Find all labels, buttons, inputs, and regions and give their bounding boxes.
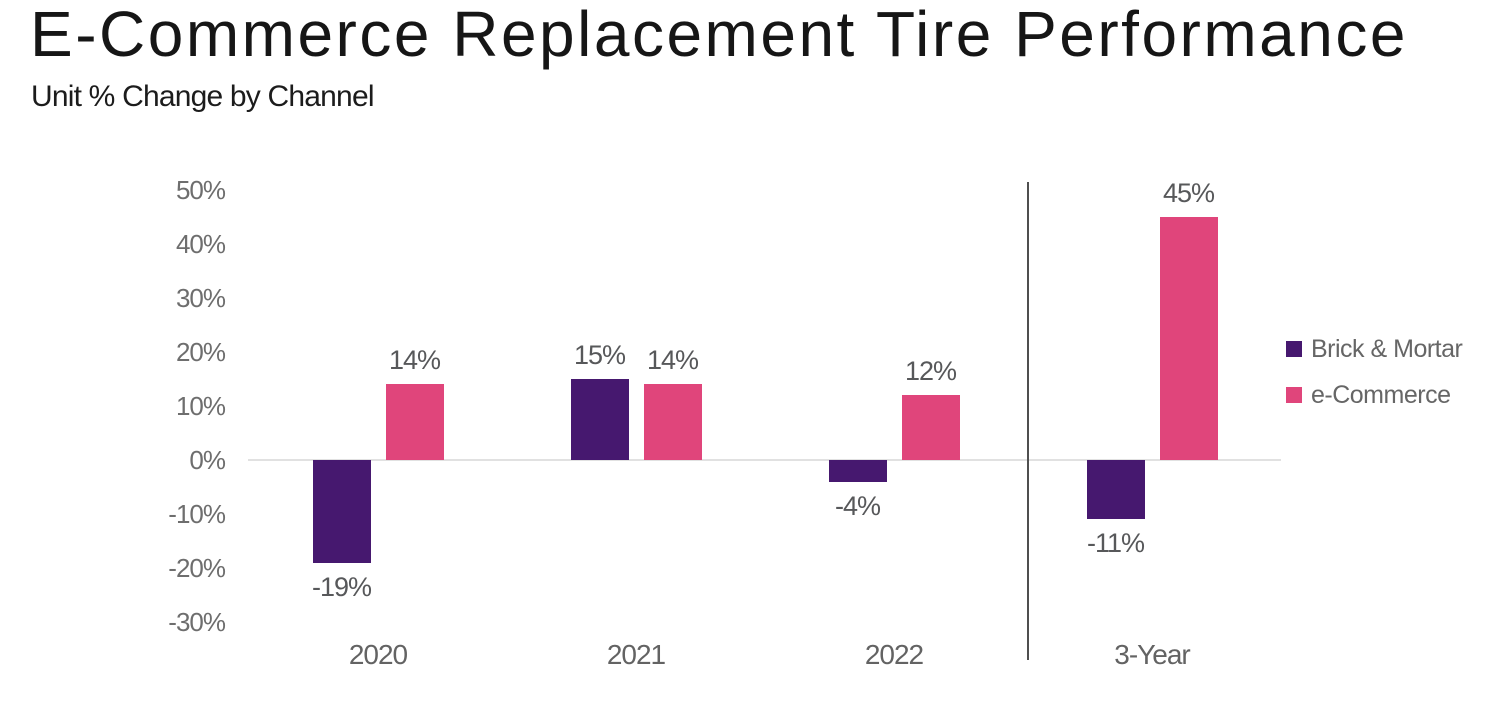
legend-item: e-Commerce [1286, 381, 1451, 409]
y-axis-tick-label: 20% [175, 337, 226, 367]
x-axis-label-2021: 2021 [606, 639, 666, 670]
y-axis-tick-label: -30% [168, 607, 226, 637]
chart-title: E-Commerce Replacement Tire Performance [30, 0, 1408, 70]
y-axis-tick-label: 30% [175, 283, 226, 313]
bar-brick-mortar-2022 [828, 460, 887, 482]
chart-subtitle: Unit % Change by Channel [31, 80, 375, 113]
x-axis-label-2020: 2020 [348, 639, 408, 670]
bar-brick-mortar-3-Year [1086, 460, 1145, 520]
bar-value-label: 12% [904, 356, 957, 387]
legend-item-label: Brick & Mortar [1311, 335, 1463, 363]
bar-brick-mortar-2020 [312, 460, 371, 563]
y-axis-tick-label: -10% [168, 499, 226, 529]
y-axis-tick-label: 0% [189, 445, 226, 475]
period-divider-line [1027, 182, 1029, 660]
y-axis-tick-label: -20% [168, 553, 226, 583]
y-axis-tick-label: 10% [175, 391, 226, 421]
bar-value-label: 14% [646, 345, 699, 376]
zero-gridline [248, 459, 1281, 461]
legend-swatch [1286, 341, 1302, 357]
bar-value-label: -19% [311, 571, 372, 602]
bar-value-label: -4% [834, 490, 881, 521]
bar-value-label: 45% [1162, 178, 1215, 208]
bar-brick-mortar-2021 [570, 379, 629, 460]
bar-ecommerce-2020 [385, 384, 444, 460]
legend-item: Brick & Mortar [1286, 335, 1463, 363]
legend-item-label: e-Commerce [1311, 381, 1451, 409]
bar-ecommerce-2021 [643, 384, 702, 460]
x-axis-label-3-Year: 3-Year [1114, 639, 1190, 670]
y-axis-tick-label: 40% [175, 229, 226, 259]
bar-ecommerce-3-Year [1159, 217, 1218, 460]
bar-value-label: -11% [1086, 528, 1145, 559]
legend-swatch [1286, 387, 1302, 403]
bar-ecommerce-2022 [901, 395, 960, 460]
bar-value-label: 15% [573, 340, 626, 370]
x-axis-label-2022: 2022 [864, 639, 924, 670]
bar-value-label: 14% [388, 345, 441, 376]
y-axis-tick-label: 50% [175, 175, 226, 205]
